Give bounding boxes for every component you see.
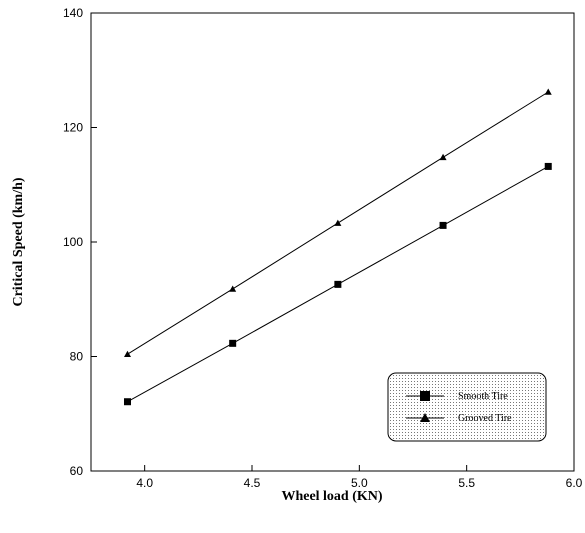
marker bbox=[544, 162, 552, 170]
x-tick-label: 4.0 bbox=[136, 476, 153, 490]
x-tick-label: 5.5 bbox=[458, 476, 475, 490]
y-tick-label: 140 bbox=[63, 6, 83, 20]
x-tick-label: 5.0 bbox=[351, 476, 368, 490]
marker bbox=[229, 339, 237, 347]
marker bbox=[229, 285, 237, 292]
legend-box bbox=[387, 372, 547, 442]
marker bbox=[334, 219, 342, 226]
marker bbox=[123, 350, 131, 358]
y-axis-label: Critical Speed (km/h) bbox=[11, 177, 26, 306]
legend-label: Grooved Tire bbox=[458, 413, 512, 424]
marker bbox=[544, 88, 552, 95]
y-tick-label: 100 bbox=[63, 235, 83, 249]
legend-label: Smooth Tire bbox=[458, 391, 508, 402]
marker bbox=[439, 221, 447, 229]
x-axis-label: Wheel load (KN) bbox=[281, 489, 382, 504]
marker bbox=[123, 398, 131, 406]
marker bbox=[439, 153, 447, 161]
y-tick-label: 80 bbox=[70, 350, 84, 364]
marker bbox=[334, 280, 342, 288]
legend: Smooth Tire Grooved Tire bbox=[387, 372, 547, 442]
y-tick-label: 120 bbox=[63, 121, 83, 135]
y-tick-label: 60 bbox=[70, 464, 84, 478]
x-tick-label: 6.0 bbox=[566, 476, 583, 490]
legend-marker bbox=[420, 391, 430, 401]
legend-marker bbox=[420, 413, 430, 422]
x-tick-label: 4.5 bbox=[244, 476, 261, 490]
